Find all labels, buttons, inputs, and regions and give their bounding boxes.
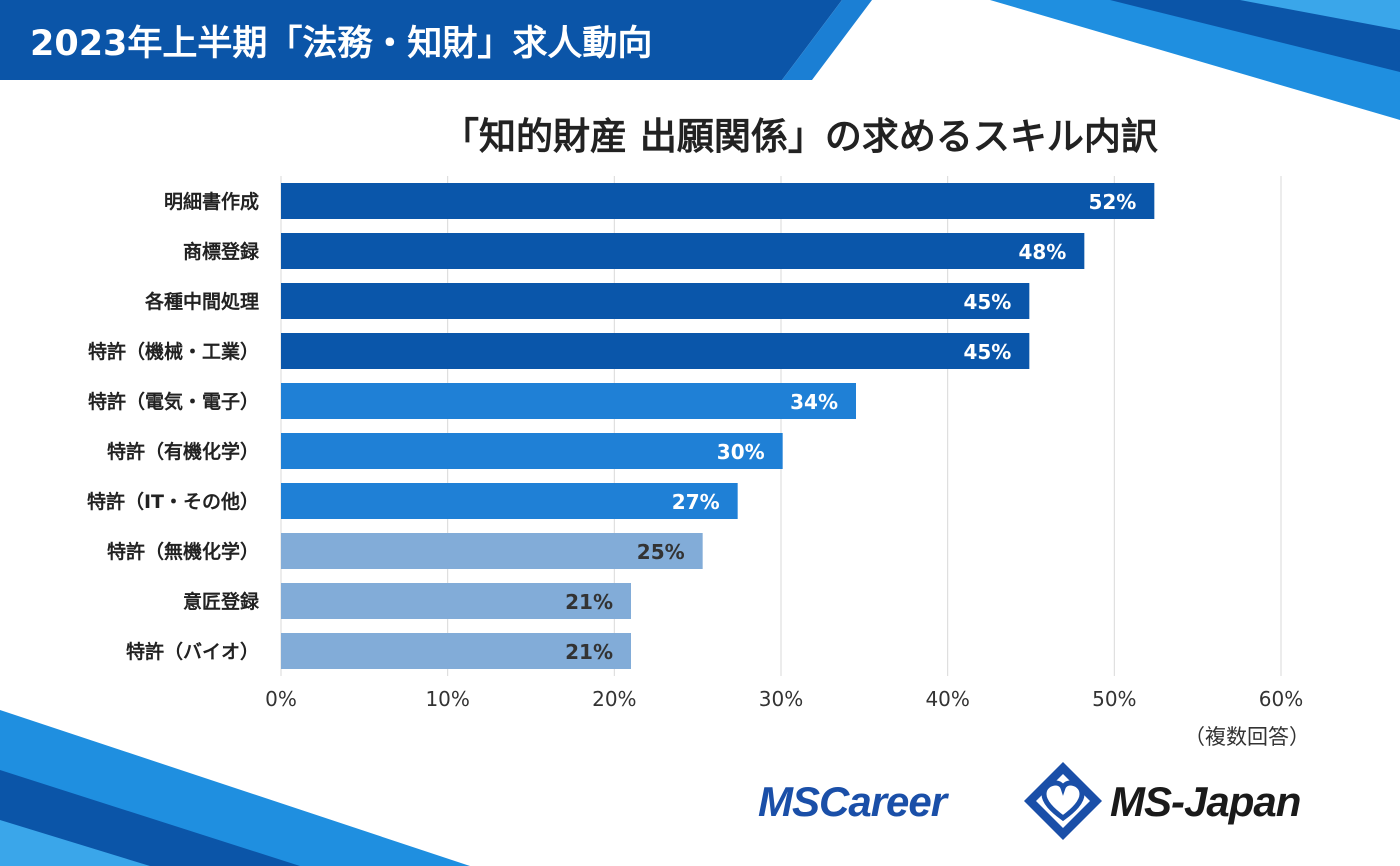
bar	[281, 583, 631, 619]
category-label: 意匠登録	[183, 590, 260, 613]
multiple-answer-note: （複数回答）	[1184, 725, 1310, 749]
data-label: 27%	[672, 490, 720, 514]
category-label: 明細書作成	[164, 190, 259, 213]
category-label: 特許（有機化学）	[107, 440, 259, 463]
title-banner-shape	[0, 0, 842, 80]
bar	[281, 483, 738, 519]
category-label: 特許（無機化学）	[107, 540, 259, 563]
category-label: 各種中間処理	[144, 290, 259, 313]
x-tick-label: 0%	[265, 687, 297, 711]
chart-title: 「知的財産 出願関係」の求めるスキル内訳	[442, 115, 1158, 158]
top-right-stripe-dark	[1110, 0, 1400, 72]
banner-title: 2023年上半期「法務・知財」求人動向	[30, 24, 653, 64]
bar	[281, 633, 631, 669]
ms-japan-logo: MS-Japan	[1110, 778, 1301, 825]
bar	[281, 233, 1085, 269]
data-label: 25%	[637, 540, 685, 564]
x-tick-label: 10%	[425, 687, 469, 711]
x-tick-label: 20%	[592, 687, 636, 711]
category-label: 特許（電気・電子）	[88, 390, 259, 413]
data-label: 21%	[565, 590, 613, 614]
x-tick-label: 30%	[759, 687, 803, 711]
category-label: 商標登録	[183, 240, 260, 263]
data-label: 52%	[1088, 190, 1136, 214]
ms-japan-diamond-icon	[1024, 762, 1102, 840]
data-label: 34%	[790, 390, 838, 414]
data-label: 45%	[963, 290, 1011, 314]
mscareer-logo: MSCareer	[758, 778, 947, 825]
title-banner-accent	[782, 0, 872, 80]
bottom-left-stripe-accent	[0, 820, 150, 866]
top-right-stripe-accent	[1240, 0, 1400, 30]
category-label: 特許（機械・工業）	[88, 340, 259, 363]
bar	[281, 333, 1030, 369]
bar	[281, 433, 783, 469]
data-label: 45%	[963, 340, 1011, 364]
category-label: 特許（バイオ）	[126, 640, 259, 663]
category-label: 特許（IT・その他）	[87, 490, 259, 513]
data-label: 21%	[565, 640, 613, 664]
bottom-left-stripe-dark	[0, 770, 300, 866]
bar	[281, 383, 856, 419]
x-tick-label: 40%	[925, 687, 969, 711]
bar	[281, 533, 703, 569]
x-tick-label: 50%	[1092, 687, 1136, 711]
data-label: 48%	[1018, 240, 1066, 264]
bar	[281, 283, 1030, 319]
x-tick-label: 60%	[1259, 687, 1303, 711]
data-label: 30%	[717, 440, 765, 464]
bar	[281, 183, 1155, 219]
